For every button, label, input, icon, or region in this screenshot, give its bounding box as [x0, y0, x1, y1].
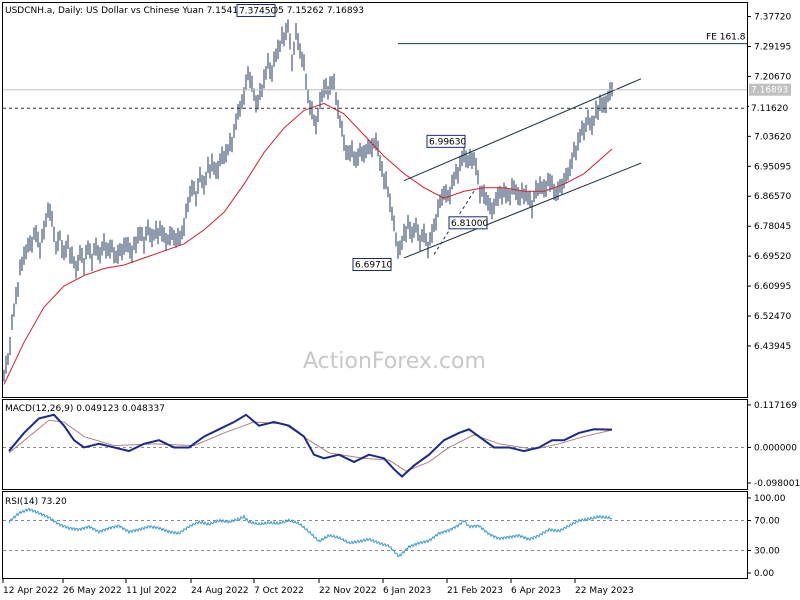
- current-price-label: 7.16893: [751, 86, 788, 96]
- price-annotation-box: [448, 216, 488, 230]
- x-tick-label: 21 Feb 2023: [447, 586, 503, 596]
- price-annotation-box: [352, 257, 392, 271]
- main-panel-frame: [2, 2, 748, 398]
- y-tick-label: 7.20670: [754, 72, 791, 82]
- macd-main-line: [8, 413, 613, 478]
- price-layer: FE 161.8 7.37450 6.99630 6.81000 6.69710: [3, 3, 747, 385]
- y-tick-label: 7.03620: [754, 132, 791, 142]
- watermark: ActionForex.com: [303, 349, 486, 374]
- x-tick-label: 26 May 2022: [63, 586, 122, 596]
- rsi-layer: [3, 507, 747, 558]
- x-tick-label: 11 Jul 2022: [126, 586, 177, 596]
- rsi-title: RSI(14) 73.20: [5, 497, 67, 507]
- macd-y-tick-label: -0.098001: [754, 479, 800, 489]
- y-tick-label: 7.37720: [754, 13, 791, 23]
- y-tick-label: 6.60995: [754, 282, 791, 292]
- x-tick-label: 12 Apr 2022: [3, 586, 59, 596]
- macd-layer: [3, 413, 747, 478]
- moving-average-line: [3, 102, 613, 385]
- y-tick-label: 6.69520: [754, 252, 791, 262]
- x-tick-label: 6 Apr 2023: [511, 586, 561, 596]
- rsi-y-tick-label: 70.00: [754, 517, 780, 527]
- rsi-y-tick-label: 30.00: [754, 547, 780, 557]
- x-tick-label: 7 Oct 2022: [254, 586, 304, 596]
- y-tick-label: 6.43945: [754, 342, 791, 352]
- y-tick-label: 6.95095: [754, 162, 791, 172]
- price-annotation-box: [236, 3, 276, 17]
- x-tick-label: 6 Jan 2023: [383, 586, 431, 596]
- price-annotation-label: 6.69710: [355, 260, 392, 270]
- rsi-line: [8, 507, 613, 558]
- axis-layer: 7.377207.291957.206707.121457.036206.950…: [2, 13, 800, 596]
- rsi-y-tick-label: 100.00: [754, 494, 786, 504]
- macd-signal-line: [8, 419, 613, 472]
- y-tick-label: 6.78045: [754, 222, 791, 232]
- y-tick-label: 7.29195: [754, 42, 791, 52]
- chart-title: USDCNH.a, Daily: US Dollar vs Chinese Yu…: [5, 6, 364, 16]
- price-annotation-label: 6.99630: [429, 137, 466, 147]
- x-tick-label: 22 May 2023: [575, 586, 634, 596]
- fe-161-8-label: FE 161.8: [706, 33, 746, 43]
- support-price-label: 7.11620: [751, 104, 788, 114]
- price-annotation-box: [426, 134, 466, 148]
- y-tick-label: 6.86570: [754, 192, 791, 202]
- channel-lower-line: [403, 162, 642, 259]
- macd-title: MACD(12,26,9) 0.049123 0.048337: [5, 404, 165, 414]
- macd-y-tick-label: 0.000000: [754, 443, 797, 453]
- x-tick-label: 24 Aug 2022: [191, 586, 249, 596]
- macd-y-tick-label: 0.117169: [754, 401, 797, 411]
- channel-upper-line: [403, 78, 642, 182]
- y-tick-label: 6.52470: [754, 312, 791, 322]
- rsi-panel-frame: [2, 491, 748, 579]
- price-annotation-label: 7.37450: [239, 6, 276, 16]
- macd-panel-frame: [2, 399, 748, 490]
- current-price-box: [749, 83, 791, 96]
- rsi-y-tick-label: 0.00: [754, 569, 774, 579]
- x-tick-label: 22 Nov 2022: [319, 586, 377, 596]
- price-annotation-label: 6.81000: [451, 219, 488, 229]
- support-price-box: [749, 102, 791, 115]
